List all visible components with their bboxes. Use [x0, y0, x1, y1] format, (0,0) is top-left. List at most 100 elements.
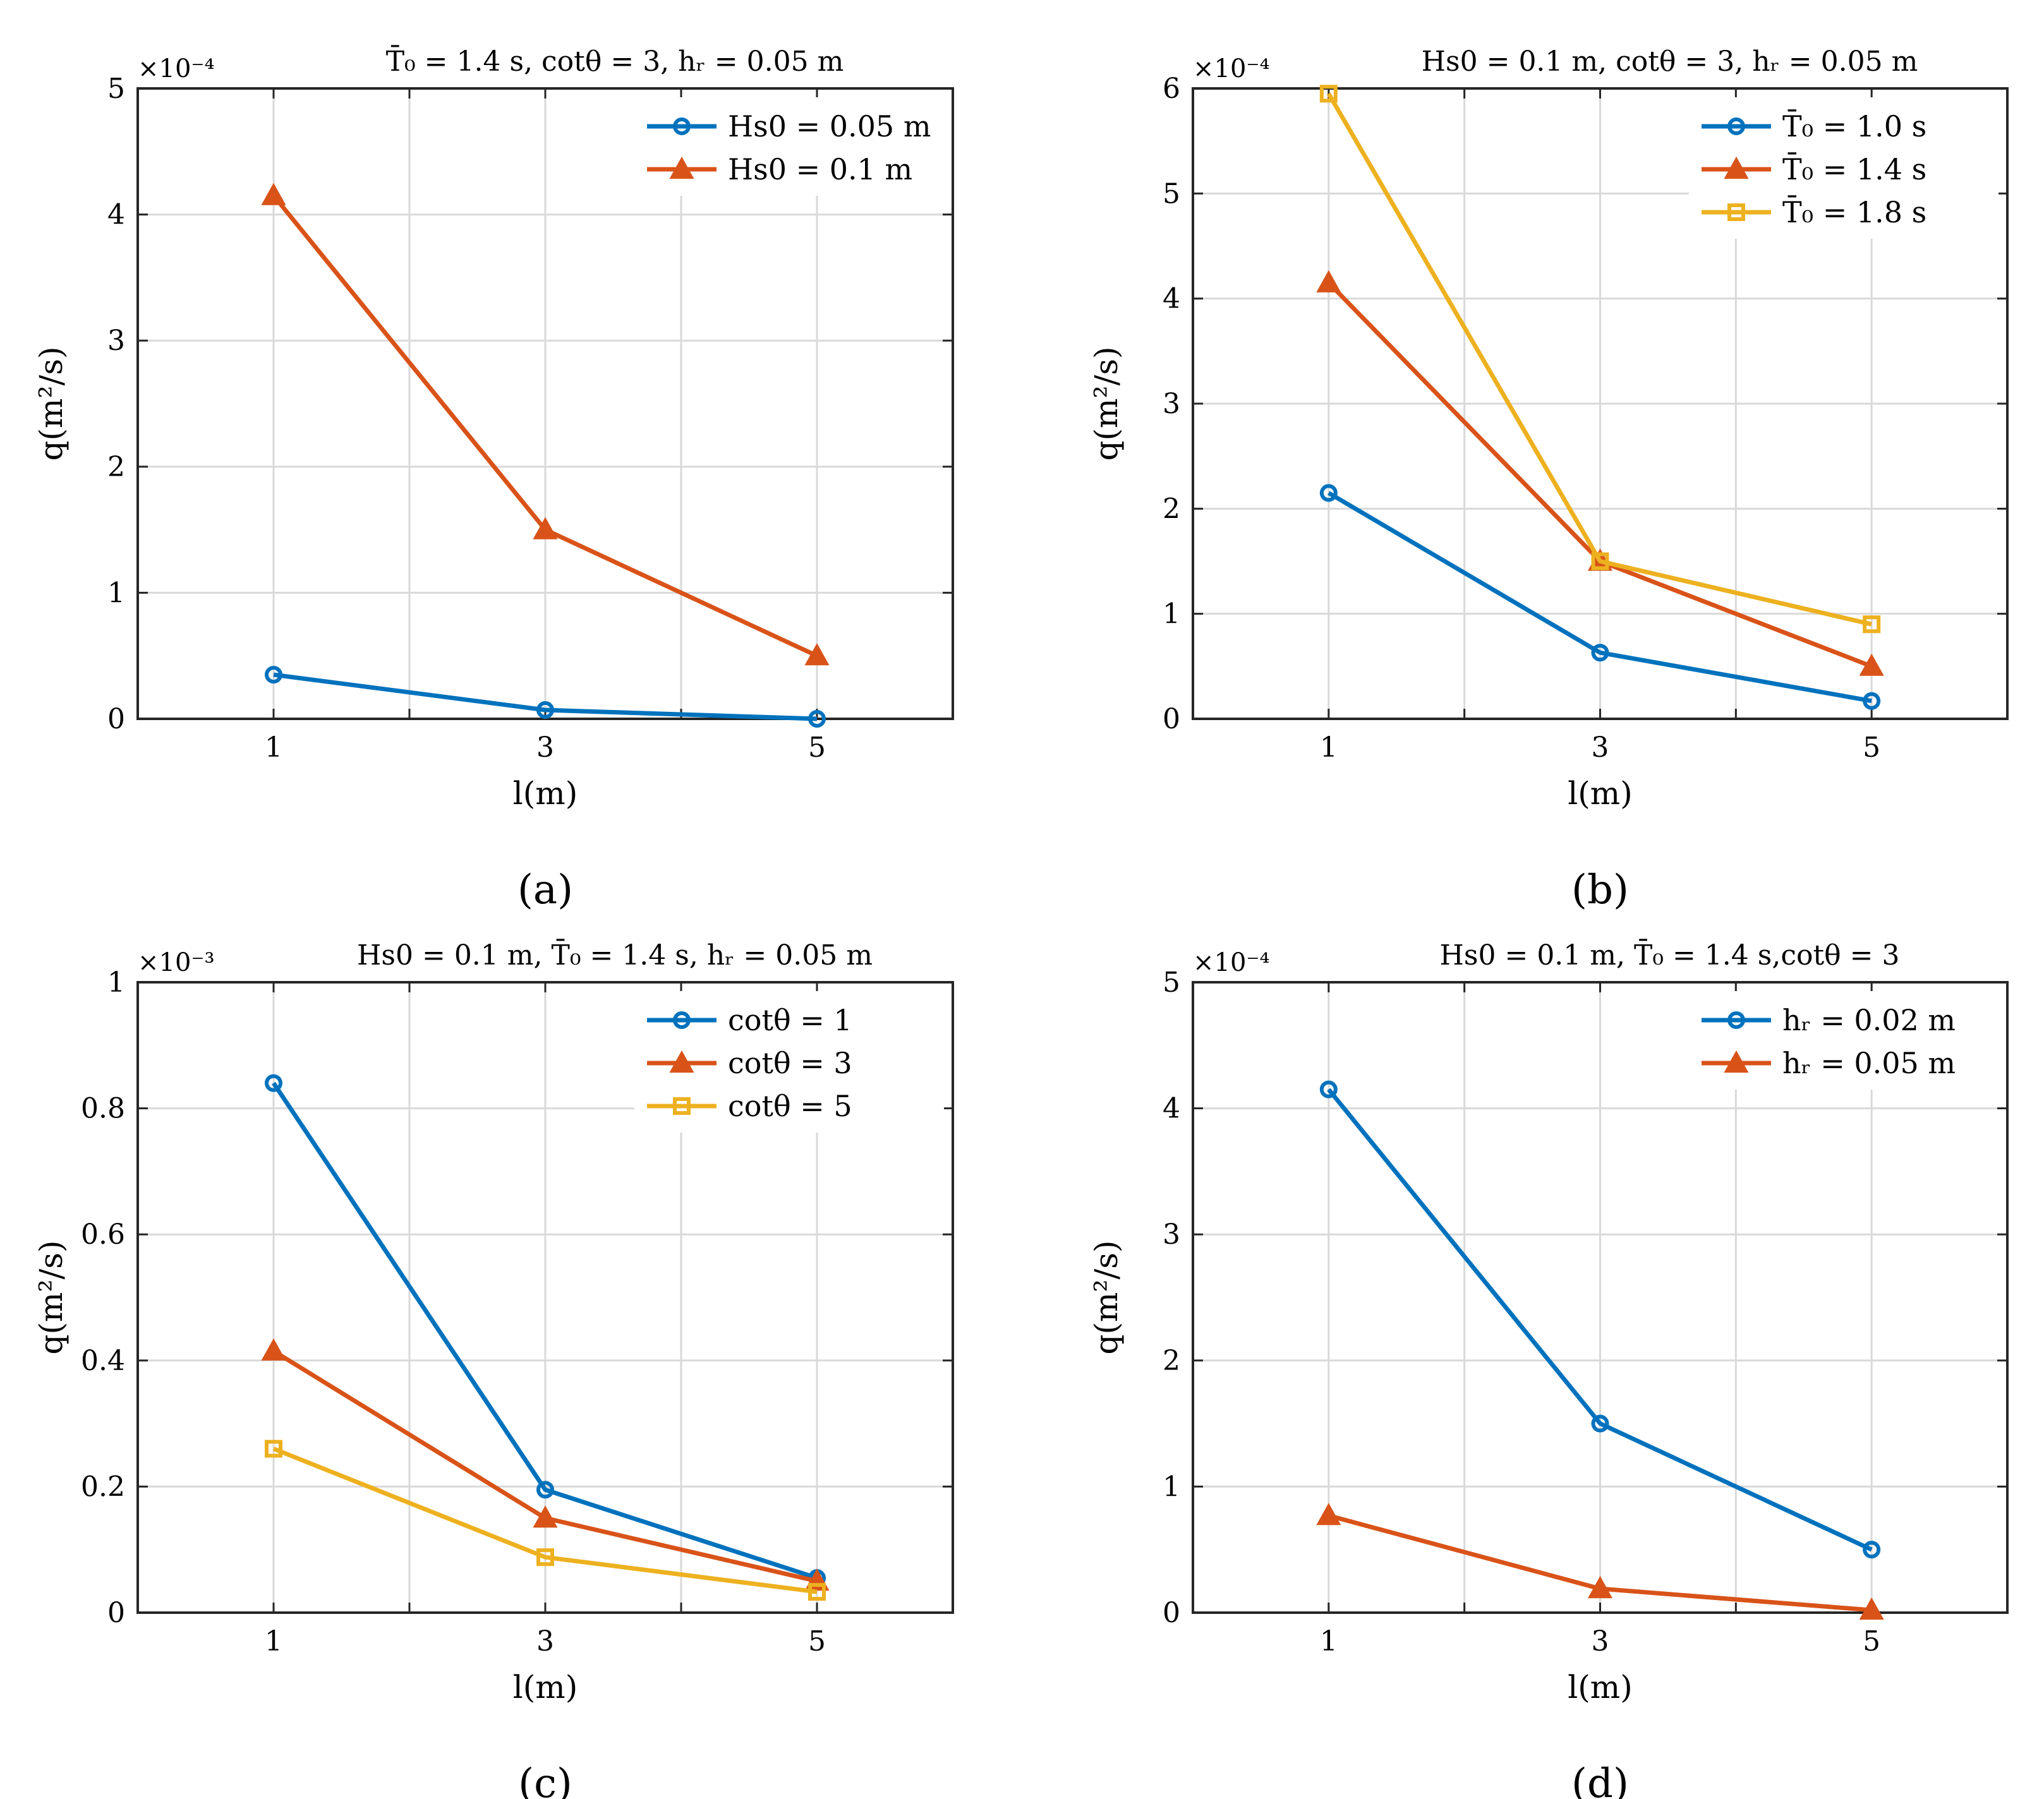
y-axis-exponent: ×10⁻³	[138, 948, 215, 977]
legend-entry-text: cotθ = 3	[728, 1046, 852, 1080]
legend-entry-text: Hs0 = 0.05 m	[728, 109, 931, 143]
series-1-point	[1863, 692, 1881, 710]
y-axis-label: q(m²/s)	[1088, 1241, 1125, 1355]
series-1-point	[265, 1074, 282, 1092]
y-tick-label: 5	[1163, 966, 1180, 999]
chart-panel-a: 0 1 2 3 4 5 1 3 5 Hs0 = 0.05 m Hs0 = 0.1 m ×10⁻⁴ T̄₀…	[33, 44, 954, 913]
y-axis-exponent: ×10⁻⁴	[138, 54, 215, 83]
y-tick-label: 0	[107, 703, 125, 735]
x-tick-label: 5	[808, 731, 826, 764]
y-tick-label: 3	[1163, 1218, 1180, 1251]
panel-label: (c)	[518, 1760, 572, 1799]
y-tick-label: 0.2	[81, 1471, 125, 1503]
legend-entry-text: cotθ = 1	[728, 1003, 852, 1037]
series-2-point	[533, 517, 558, 539]
series-1-point	[536, 701, 554, 719]
y-tick-label: 6	[1163, 73, 1180, 105]
y-axis-label: q(m²/s)	[33, 1241, 70, 1355]
y-tick-label: 4	[107, 199, 125, 231]
legend-entry-text: T̄₀ = 1.4 s	[1782, 152, 1926, 186]
legend-entry-text: hᵣ = 0.02 m	[1782, 1003, 1956, 1037]
y-axis-exponent: ×10⁻⁴	[1193, 54, 1270, 83]
legend-entry-text: T̄₀ = 1.0 s	[1782, 109, 1926, 143]
y-tick-label: 1	[107, 966, 125, 999]
legend-entry-text: T̄₀ = 1.8 s	[1782, 195, 1926, 229]
series-line-1	[1327, 491, 1872, 704]
series-line-3	[272, 1447, 818, 1594]
y-tick-label: 0	[107, 1597, 125, 1629]
y-tick-label: 0.8	[81, 1093, 125, 1125]
legend-entry-text: hᵣ = 0.05 m	[1782, 1046, 1956, 1080]
chart-panel-b: 0 1 2 3 4 5 6 1 3 5 T̄₀ = 1.0 s T̄₀ = 1.4 s T̄₀ = 1.…	[1088, 45, 2009, 913]
series-3-point	[1319, 85, 1338, 103]
series-1-point	[265, 666, 282, 684]
x-tick-label: 1	[265, 731, 282, 764]
x-tick-label: 1	[1320, 1625, 1338, 1658]
plot-area-frame	[1192, 87, 2009, 720]
y-tick-label: 1	[1163, 1471, 1180, 1503]
chart-panel-c: 0 0.2 0.4 0.6 0.8 1 1 3 5 cotθ = 1 cotθ = 3 cotθ = …	[33, 938, 954, 1799]
x-tick-label: 3	[1592, 731, 1609, 764]
y-tick-label: 1	[107, 577, 125, 609]
series-2-point	[1587, 1575, 1613, 1599]
series-2-point	[261, 183, 286, 205]
series-2-point	[1316, 1503, 1341, 1525]
panel-label: (a)	[517, 867, 573, 913]
series-line-3	[1326, 92, 1872, 627]
x-tick-label: 5	[1863, 731, 1880, 764]
x-tick-label: 1	[265, 1625, 282, 1658]
series-2-point	[533, 1505, 558, 1528]
legend-box	[634, 97, 944, 196]
legend-marker	[1727, 117, 1745, 135]
plot-area-frame	[136, 981, 954, 1614]
y-axis-exponent: ×10⁻⁴	[1193, 948, 1270, 977]
x-tick-label: 3	[536, 1625, 554, 1658]
y-tick-label: 4	[1163, 1093, 1180, 1125]
chart-title: Hs0 = 0.1 m, cotθ = 3, hᵣ = 0.05 m	[1422, 45, 1918, 78]
legend-marker	[669, 156, 694, 179]
y-tick-label: 3	[107, 325, 125, 357]
legend-marker	[1724, 156, 1749, 179]
y-tick-label: 2	[107, 451, 125, 483]
plot-area-frame	[1192, 981, 2009, 1614]
y-tick-label: 3	[1163, 388, 1180, 420]
y-tick-label: 5	[107, 73, 125, 105]
series-1-point	[1591, 1414, 1609, 1433]
x-tick-label: 5	[808, 1625, 826, 1658]
chart-title: T̄₀ = 1.4 s, cotθ = 3, hᵣ = 0.05 m	[386, 44, 844, 78]
panel-label: (d)	[1571, 1760, 1629, 1799]
x-tick-label: 3	[536, 731, 554, 764]
y-tick-label: 0	[1163, 1597, 1180, 1629]
y-tick-label: 2	[1163, 493, 1180, 525]
y-tick-label: 1	[1163, 598, 1180, 630]
panel-label: (b)	[1571, 867, 1629, 913]
x-axis-label: l(m)	[513, 1669, 578, 1706]
x-axis-label: l(m)	[513, 775, 578, 812]
series-3-point	[536, 1548, 554, 1567]
series-1-point	[1863, 1541, 1881, 1559]
series-1-point	[1319, 1080, 1338, 1098]
y-tick-label: 5	[1163, 177, 1180, 210]
legend-marker	[673, 1011, 691, 1029]
legend-marker	[1724, 1050, 1749, 1073]
x-axis-label: l(m)	[1568, 775, 1632, 812]
y-tick-label: 4	[1163, 283, 1180, 315]
series-3-point	[265, 1440, 282, 1458]
series-2-point	[1859, 1597, 1884, 1620]
chart-panel-d: 0 1 2 3 4 5 1 3 5 hᵣ = 0.02 m hᵣ = 0.05 m ×10⁻⁴ Hs0 …	[1088, 938, 2009, 1799]
legend-marker	[1727, 1011, 1745, 1029]
series-1-point	[1591, 644, 1609, 662]
series-2-point	[1859, 653, 1884, 676]
series-2-point	[804, 643, 830, 666]
series-2-point	[261, 1338, 286, 1361]
series-3-point	[808, 1583, 826, 1601]
series-3-point	[1591, 552, 1609, 570]
y-axis-label: q(m²/s)	[1088, 347, 1125, 461]
x-tick-label: 1	[1320, 731, 1338, 764]
legend-marker	[673, 117, 691, 135]
x-tick-label: 3	[1592, 1625, 1609, 1658]
y-tick-label: 0	[1163, 703, 1180, 735]
series-1-point	[1319, 484, 1338, 502]
chart-title: Hs0 = 0.1 m, T̄₀ = 1.4 s, hᵣ = 0.05 m	[357, 938, 873, 972]
